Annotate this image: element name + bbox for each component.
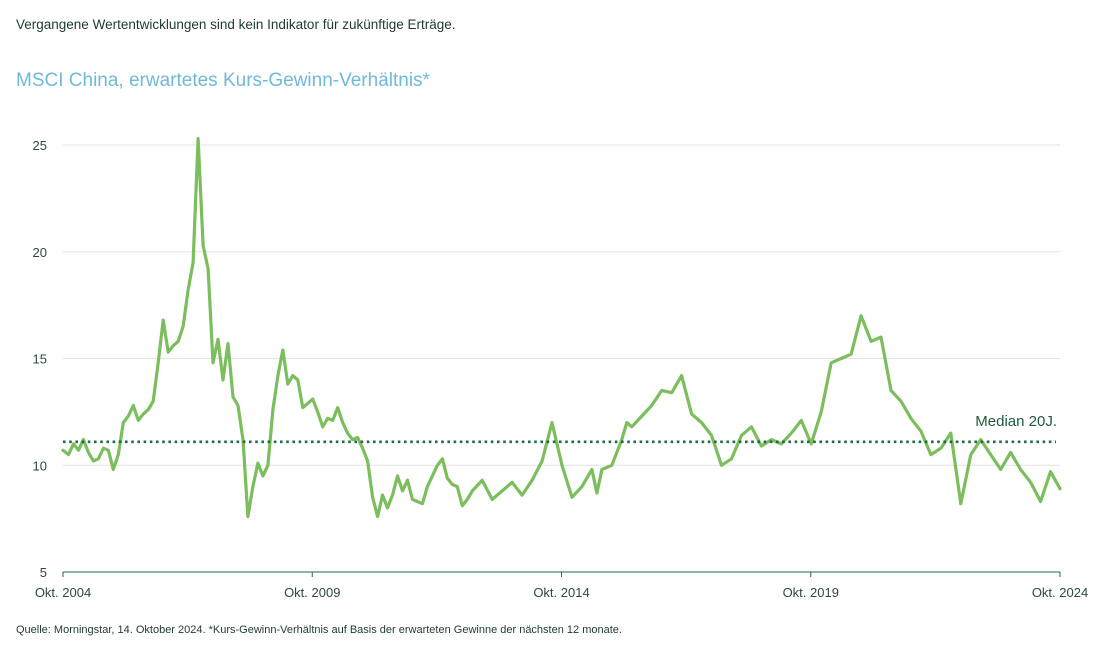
disclaimer-text: Vergangene Wertentwicklungen sind kein I… — [16, 17, 456, 32]
y-tick-label: 25 — [33, 138, 47, 153]
source-footnote: Quelle: Morningstar, 14. Oktober 2024. *… — [16, 624, 622, 636]
x-axis-ticks: Okt. 2004 Okt. 2009 Okt. 2014 Okt. 2019 Okt.… — [35, 572, 1088, 600]
y-tick-label: 20 — [33, 245, 47, 260]
x-tick-label: Okt. 2024 — [1032, 585, 1088, 600]
x-tick-label: Okt. 2019 — [783, 585, 839, 600]
y-tick-label: 15 — [33, 352, 47, 367]
series-layer — [61, 137, 1062, 519]
y-axis-ticks: 5 10 15 20 25 — [33, 138, 47, 580]
x-tick-label: Okt. 2014 — [533, 585, 589, 600]
y-tick-label: 10 — [33, 458, 47, 473]
y-tick-label: 5 — [40, 565, 47, 580]
median-layer: Median 20J. — [63, 413, 1057, 444]
median-label: Median 20J. — [975, 413, 1057, 430]
x-tick-label: Okt. 2009 — [284, 585, 340, 600]
series-line-0 — [61, 137, 1062, 519]
chart-title: MSCI China, erwartetes Kurs-Gewinn-Verhä… — [16, 70, 430, 91]
x-tick-label: Okt. 2004 — [35, 585, 91, 600]
